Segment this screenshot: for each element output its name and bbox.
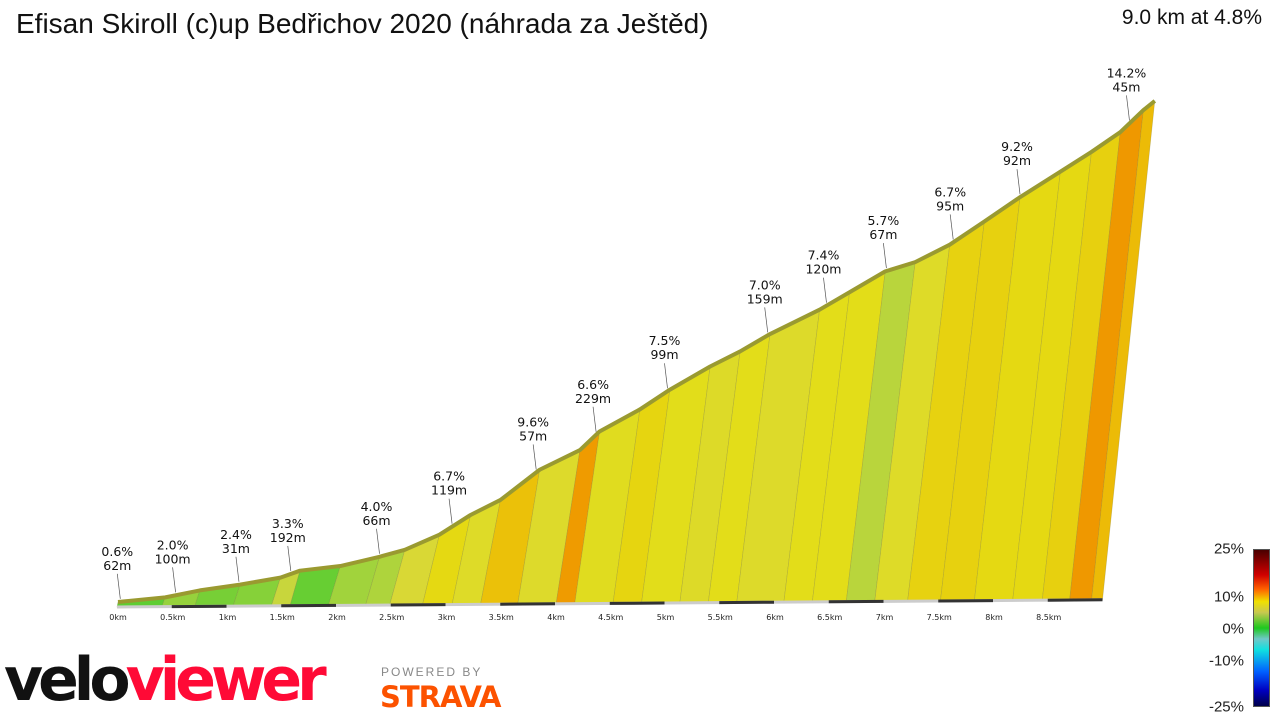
annotation-leader — [287, 545, 292, 571]
annotation-length: 31m — [222, 541, 250, 556]
annotation-grade: 9.6% — [517, 414, 549, 429]
annotation-leader — [883, 243, 887, 269]
legend-label: 0% — [1222, 620, 1244, 638]
annotation-grade: 3.3% — [272, 516, 304, 531]
x-tick-label: 2.5km — [379, 613, 404, 622]
x-tick-label: 8km — [985, 613, 1003, 622]
logo-velo: velo — [4, 645, 131, 715]
annotation-leader — [592, 406, 597, 432]
veloviewer-logo[interactable]: veloviewer — [4, 645, 327, 715]
x-tick-label: 7.5km — [927, 613, 952, 622]
annotation-length: 45m — [1112, 79, 1140, 94]
annotation-grade: 7.4% — [808, 248, 840, 263]
x-tick-label: 3.5km — [489, 613, 514, 622]
annotation-length: 100m — [155, 551, 191, 566]
profile-top-edge — [117, 99, 1157, 604]
x-tick-label: 0km — [109, 613, 127, 622]
annotation-leader — [235, 556, 240, 582]
annotation-grade: 2.4% — [220, 527, 252, 542]
annotation-grade: 14.2% — [1107, 65, 1147, 80]
annotation-grade: 0.6% — [101, 544, 133, 559]
annotation-leader — [664, 363, 668, 389]
annotation-length: 119m — [431, 483, 467, 498]
legend-label: 10% — [1213, 588, 1244, 606]
annotation-grade: 5.7% — [868, 213, 900, 228]
annotation-grade: 6.7% — [433, 469, 465, 484]
page-title: Efisan Skiroll (c)up Bedřichov 2020 (náh… — [16, 8, 709, 39]
annotation-length: 159m — [747, 291, 783, 306]
x-tick-label: 1km — [219, 613, 237, 622]
strava-logo[interactable]: STRAVA — [380, 680, 501, 714]
annotation-length: 92m — [1003, 153, 1031, 168]
legend-label: -10% — [1208, 652, 1244, 670]
annotation-length: 99m — [650, 347, 678, 362]
annotation-leader — [116, 573, 121, 599]
x-tick-label: 6km — [766, 613, 784, 622]
annotation-grade: 6.7% — [934, 184, 966, 199]
annotation-grade: 4.0% — [361, 499, 393, 514]
annotation-leader — [1016, 169, 1021, 195]
annotation-grade: 7.0% — [749, 277, 781, 292]
x-tick-label: 8.5km — [1036, 613, 1061, 622]
annotation-leader — [949, 214, 954, 240]
annotation-leader — [532, 444, 537, 470]
climb-summary: 9.0 km at 4.8% — [1121, 6, 1262, 29]
gradient-legend-bar — [1253, 549, 1270, 707]
annotation-length: 57m — [519, 428, 547, 443]
x-tick-label: 3km — [438, 613, 456, 622]
x-tick-label: 4.5km — [598, 613, 623, 622]
annotation-length: 120m — [805, 262, 841, 277]
annotation-length: 192m — [270, 530, 306, 545]
annotation-leader — [1126, 95, 1130, 121]
annotation-length: 229m — [575, 391, 611, 406]
annotation-leader — [448, 498, 453, 524]
legend-label: 25% — [1213, 540, 1244, 558]
x-tick-label: 5.5km — [708, 613, 733, 622]
x-tick-label: 7km — [876, 613, 894, 622]
x-tick-label: 2km — [328, 613, 346, 622]
annotation-length: 95m — [936, 198, 964, 213]
annotation-length: 67m — [869, 227, 897, 242]
annotation-length: 62m — [103, 558, 131, 573]
x-tick-label: 6.5km — [817, 613, 842, 622]
annotation-grade: 7.5% — [649, 333, 681, 348]
annotation-length: 66m — [362, 513, 390, 528]
x-tick-label: 1.5km — [270, 613, 295, 622]
annotation-leader — [376, 528, 380, 554]
annotation-grade: 6.6% — [577, 377, 609, 392]
annotation-grade: 9.2% — [1001, 139, 1033, 154]
x-tick-label: 4km — [547, 613, 565, 622]
x-tick-label: 5km — [657, 613, 675, 622]
logo-viewer: viewer — [125, 645, 327, 715]
powered-by-label: POWERED BY — [381, 665, 483, 679]
legend-label: -25% — [1208, 698, 1244, 716]
annotation-grade: 2.0% — [157, 537, 189, 552]
annotation-leader — [172, 567, 176, 593]
annotation-leader — [764, 307, 769, 333]
annotation-leader — [823, 277, 827, 303]
x-tick-label: 0.5km — [160, 613, 185, 622]
